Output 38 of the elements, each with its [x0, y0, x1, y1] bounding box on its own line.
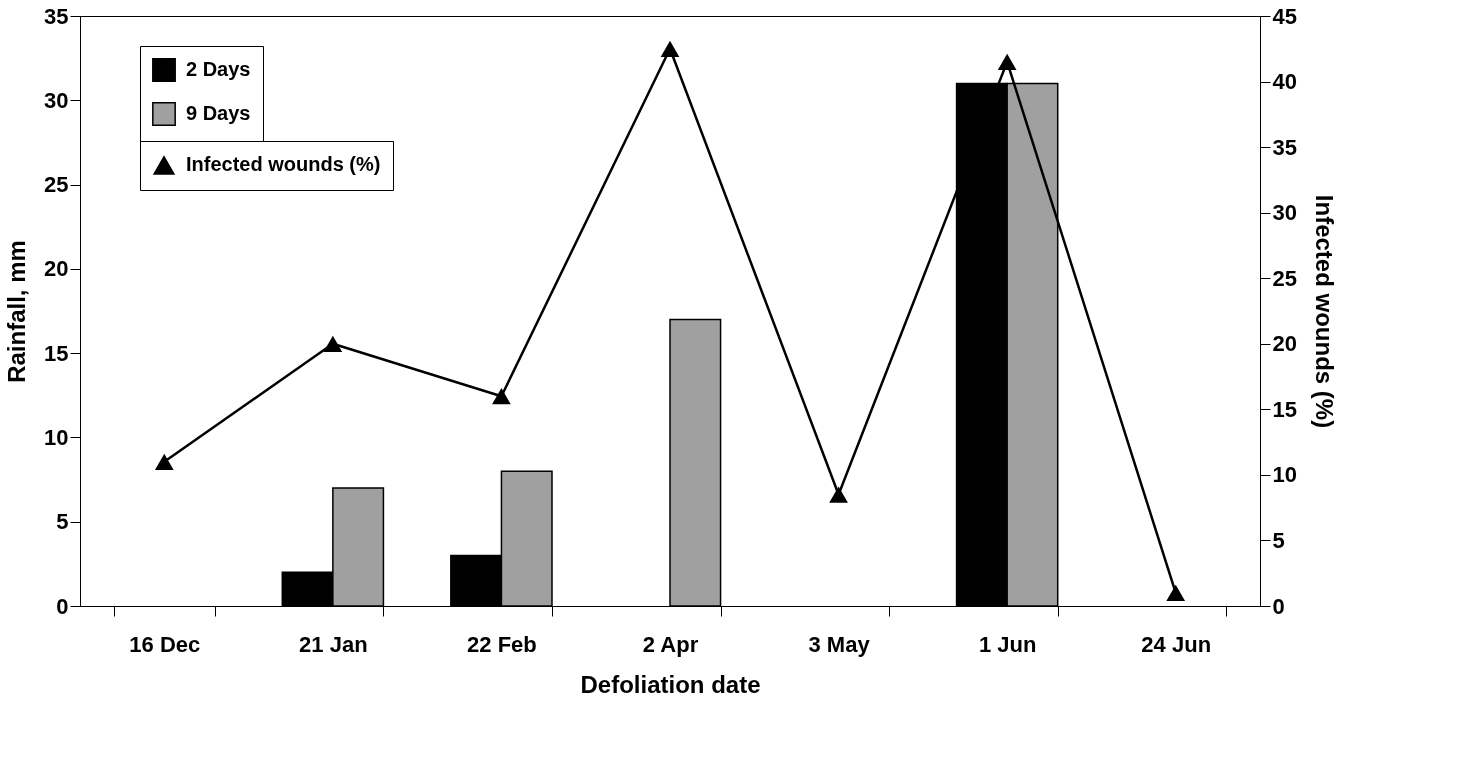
y-tick-label: 10 — [44, 424, 69, 450]
y2-tick-label: 25 — [1272, 265, 1297, 291]
y2-tick-label: 20 — [1272, 331, 1297, 357]
point — [829, 486, 848, 503]
x-tick-label: 21 Jan — [299, 631, 368, 657]
point — [1166, 584, 1186, 601]
point — [660, 40, 680, 57]
x-tick-label: 24 Jun — [1141, 631, 1212, 657]
y-tick-label: 0 — [56, 593, 69, 619]
y2-tick-label: 10 — [1272, 462, 1297, 488]
y2-axis-title: Infected wounds (%) — [1310, 194, 1338, 429]
x-tick-label: 16 Dec — [129, 631, 201, 657]
point — [323, 335, 343, 352]
x-axis-title: Defoliation date — [580, 670, 761, 698]
legend-label: Infected wounds (%) — [186, 153, 381, 175]
y2-tick-label: 35 — [1272, 134, 1297, 160]
y-tick-label: 25 — [44, 172, 69, 198]
y2-tick-label: 15 — [1272, 396, 1297, 422]
y-tick-label: 15 — [44, 340, 69, 366]
y2-tick-label: 5 — [1272, 527, 1285, 553]
x-tick-label: 1 Jun — [978, 631, 1037, 657]
y-tick-label: 30 — [44, 87, 69, 113]
y2-tick-label: 0 — [1272, 593, 1285, 619]
point — [492, 388, 511, 405]
y-tick-label: 35 — [44, 3, 69, 29]
y2-tick-label: 30 — [1272, 200, 1297, 226]
point — [154, 453, 174, 470]
x-tick-label: 3 May — [808, 631, 871, 657]
legend-label: 9 Days — [186, 102, 251, 124]
y2-tick-label: 40 — [1272, 69, 1297, 95]
y2-tick-label: 45 — [1272, 3, 1297, 29]
y-tick-label: 5 — [56, 509, 69, 535]
x-tick-label: 2 Apr — [642, 631, 699, 657]
y-axis-title: Rainfall, mm — [3, 240, 31, 383]
legend-label: 2 Days — [186, 58, 251, 80]
y-tick-label: 20 — [44, 256, 69, 282]
x-tick-label: 22 Feb — [467, 631, 537, 657]
point — [997, 53, 1017, 70]
